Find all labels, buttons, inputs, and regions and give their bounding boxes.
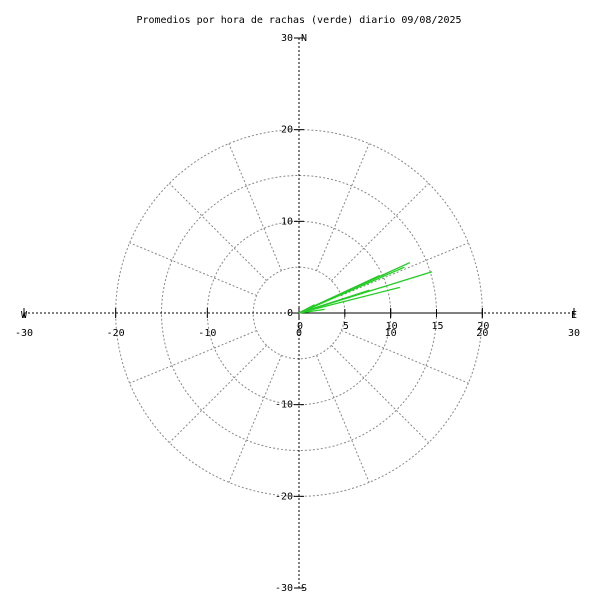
y-tick-label: -10 — [275, 400, 293, 411]
y-tick-label: 20 — [281, 125, 293, 136]
y-tick-label: -20 — [275, 491, 293, 502]
spoke — [228, 355, 282, 483]
gust-vector — [298, 308, 325, 314]
speed-tick-label: 10 — [386, 321, 398, 332]
speed-tick-label: 0 — [297, 321, 303, 332]
x-tick-label: 30 — [568, 328, 580, 339]
y-tick-label: -30 — [275, 583, 293, 594]
speed-tick-label: 5 — [343, 321, 349, 332]
spoke — [341, 242, 469, 296]
x-tick-label: -30 — [15, 328, 33, 339]
spoke — [316, 143, 370, 271]
spoke — [331, 345, 429, 443]
spoke — [169, 183, 267, 281]
spoke — [169, 345, 267, 443]
direction-label: W — [21, 310, 28, 321]
gust-vector — [298, 289, 370, 314]
x-tick-label: 0 — [296, 328, 302, 339]
gust-vector — [298, 304, 315, 314]
gust-vector — [298, 286, 400, 314]
y-tick-label: 0 — [287, 308, 293, 319]
speed-tick-label: 20 — [477, 321, 489, 332]
x-tick-label: -20 — [107, 328, 125, 339]
x-tick-label: 20 — [476, 328, 488, 339]
direction-label: E — [571, 310, 577, 321]
direction-label: N — [301, 33, 307, 44]
spoke — [228, 143, 282, 271]
x-tick-label: -10 — [198, 328, 216, 339]
direction-label: S — [301, 583, 307, 594]
spoke — [129, 242, 257, 296]
chart-title: Promedios por hora de rachas (verde) dia… — [136, 15, 461, 26]
spoke — [316, 355, 370, 483]
speed-tick-label: 15 — [431, 321, 443, 332]
spoke — [341, 330, 469, 384]
y-tick-label: 10 — [281, 216, 293, 227]
x-tick-label: 10 — [385, 328, 397, 339]
spoke — [331, 183, 429, 281]
spoke — [129, 330, 257, 384]
y-tick-label: 30 — [281, 33, 293, 44]
